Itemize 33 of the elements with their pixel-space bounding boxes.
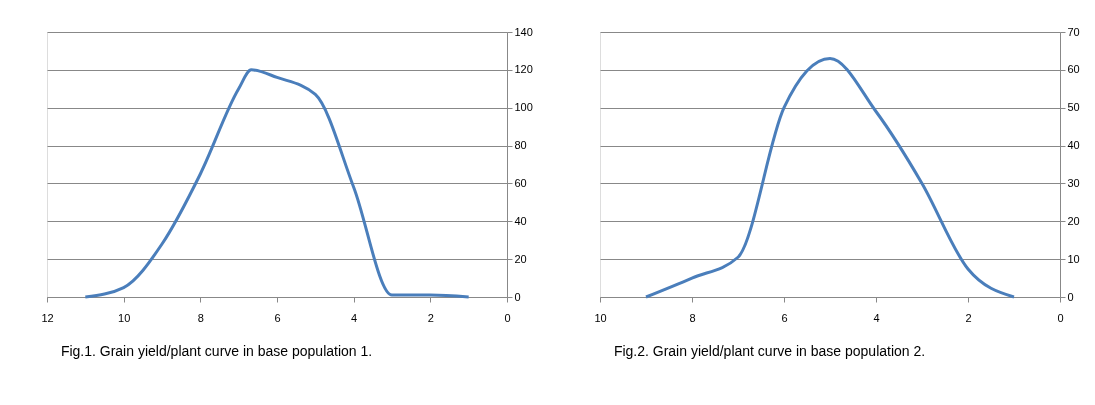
x-tick-label: 8 xyxy=(689,311,696,324)
y-tick-label: 0 xyxy=(514,290,521,303)
y-tick-label: 70 xyxy=(1067,25,1080,38)
y-tick-label: 140 xyxy=(514,25,533,38)
text: Fig.2. Grain yield/plant curve in base population 2. xyxy=(613,343,926,359)
y-tick-label: 40 xyxy=(1067,139,1080,152)
x-tick-label: 0 xyxy=(504,311,511,324)
x-tick-label: 2 xyxy=(965,311,972,324)
line-series xyxy=(644,57,1016,299)
y-tick-label: 30 xyxy=(1067,176,1080,189)
x-tick-label: 6 xyxy=(274,311,281,324)
y-tick-label: 50 xyxy=(1067,101,1080,114)
x-tick-label: 4 xyxy=(873,311,880,324)
y-tick-label: 120 xyxy=(514,63,533,76)
y-tick-label: 20 xyxy=(1067,214,1080,227)
text: Fig.1. Grain yield/plant curve in base population 1. xyxy=(60,343,373,359)
x-tick-label: 4 xyxy=(351,311,358,324)
y-tick-label: 40 xyxy=(514,214,527,227)
y-tick-label: 100 xyxy=(514,101,533,114)
line-series xyxy=(83,68,471,299)
x-tick-label: 8 xyxy=(197,311,204,324)
y-tick-label: 0 xyxy=(1067,290,1074,303)
x-tick-label: 6 xyxy=(781,311,788,324)
y-tick-label: 10 xyxy=(1067,252,1080,265)
x-tick-label: 0 xyxy=(1057,311,1064,324)
y-tick-label: 80 xyxy=(514,139,527,152)
x-tick-label: 10 xyxy=(118,311,131,324)
x-tick-label: 12 xyxy=(41,311,54,324)
y-tick-label: 20 xyxy=(514,252,527,265)
y-tick-label: 60 xyxy=(1067,63,1080,76)
y-tick-label: 60 xyxy=(514,176,527,189)
x-tick-label: 2 xyxy=(427,311,434,324)
x-tick-label: 10 xyxy=(594,311,607,324)
